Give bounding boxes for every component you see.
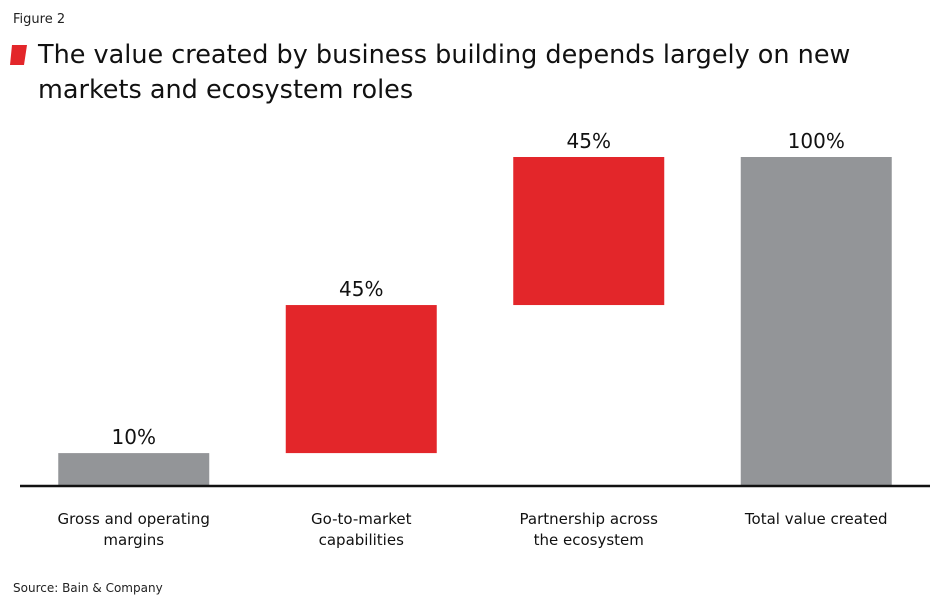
title-marker-icon	[10, 45, 27, 65]
category-label-3: Partnership across the ecosystem	[520, 510, 659, 549]
bar-1	[58, 453, 210, 486]
category-label-2: Go-to-market capabilities	[311, 510, 412, 549]
source-note: Source: Bain & Company	[13, 581, 163, 595]
chart-title: The value created by business building d…	[38, 40, 851, 105]
category-label-1: Gross and operating margins	[58, 510, 210, 549]
figure-label: Figure 2	[13, 12, 66, 27]
data-label-3: 45%	[567, 129, 611, 153]
category-label-4: Total value created	[744, 510, 888, 528]
bar-2	[285, 305, 437, 454]
bar-4	[740, 157, 892, 486]
data-label-1: 10%	[112, 425, 156, 449]
data-label-2: 45%	[339, 277, 383, 301]
bar-3	[513, 157, 665, 306]
data-label-4: 100%	[788, 129, 845, 153]
